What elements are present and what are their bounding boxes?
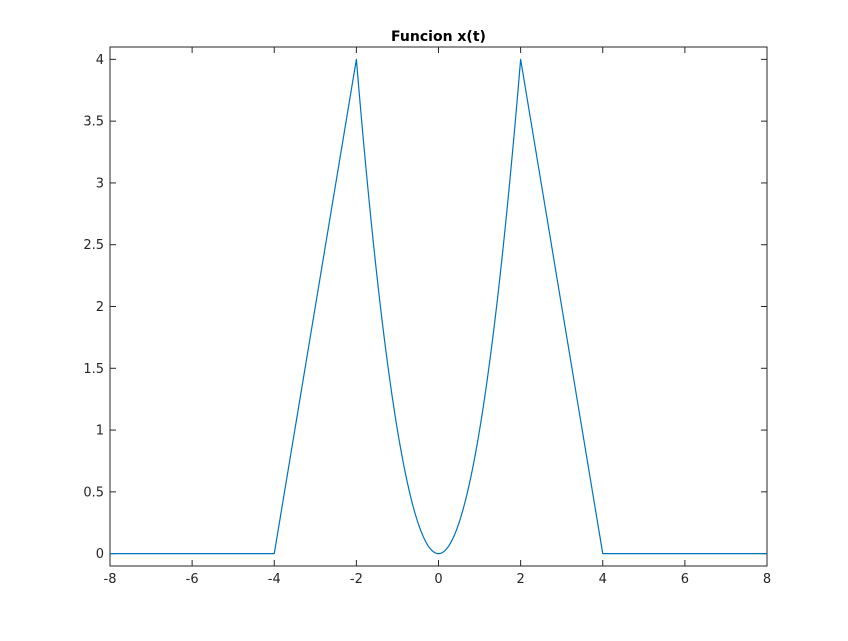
x-tick-label: -6	[186, 572, 199, 587]
y-tick-label: 0.5	[83, 485, 104, 500]
axis-tick-labels: -8 -6 -4 -2 0 2 4 6 8 0 0.5 1 1.5 2 2.5 3 3.5 4	[83, 53, 771, 587]
x-tick-label: 8	[763, 572, 771, 587]
x-tick-label: -8	[104, 572, 117, 587]
y-tick-label: 3.5	[83, 115, 104, 130]
x-tick-label: 6	[681, 572, 689, 587]
y-tick-label: 4	[96, 53, 104, 68]
plot-area	[109, 46, 768, 567]
y-tick-label: 1.5	[83, 362, 104, 377]
x-tick-label: 4	[599, 572, 607, 587]
x-tick-label: -2	[350, 572, 363, 587]
y-tick-label: 3	[96, 176, 104, 191]
axis-ticks	[109, 47, 768, 566]
x-tick-label: 0	[434, 572, 442, 587]
y-tick-label: 2	[96, 300, 104, 315]
y-tick-label: 2.5	[83, 238, 104, 253]
x-tick-label: -4	[268, 572, 281, 587]
series-layer	[110, 58, 767, 555]
chart-title: Funcion x(t)	[391, 29, 486, 45]
y-tick-label: 1	[96, 424, 104, 439]
series-line	[110, 58, 767, 555]
y-tick-label: 0	[96, 547, 104, 562]
x-tick-label: 2	[516, 572, 524, 587]
